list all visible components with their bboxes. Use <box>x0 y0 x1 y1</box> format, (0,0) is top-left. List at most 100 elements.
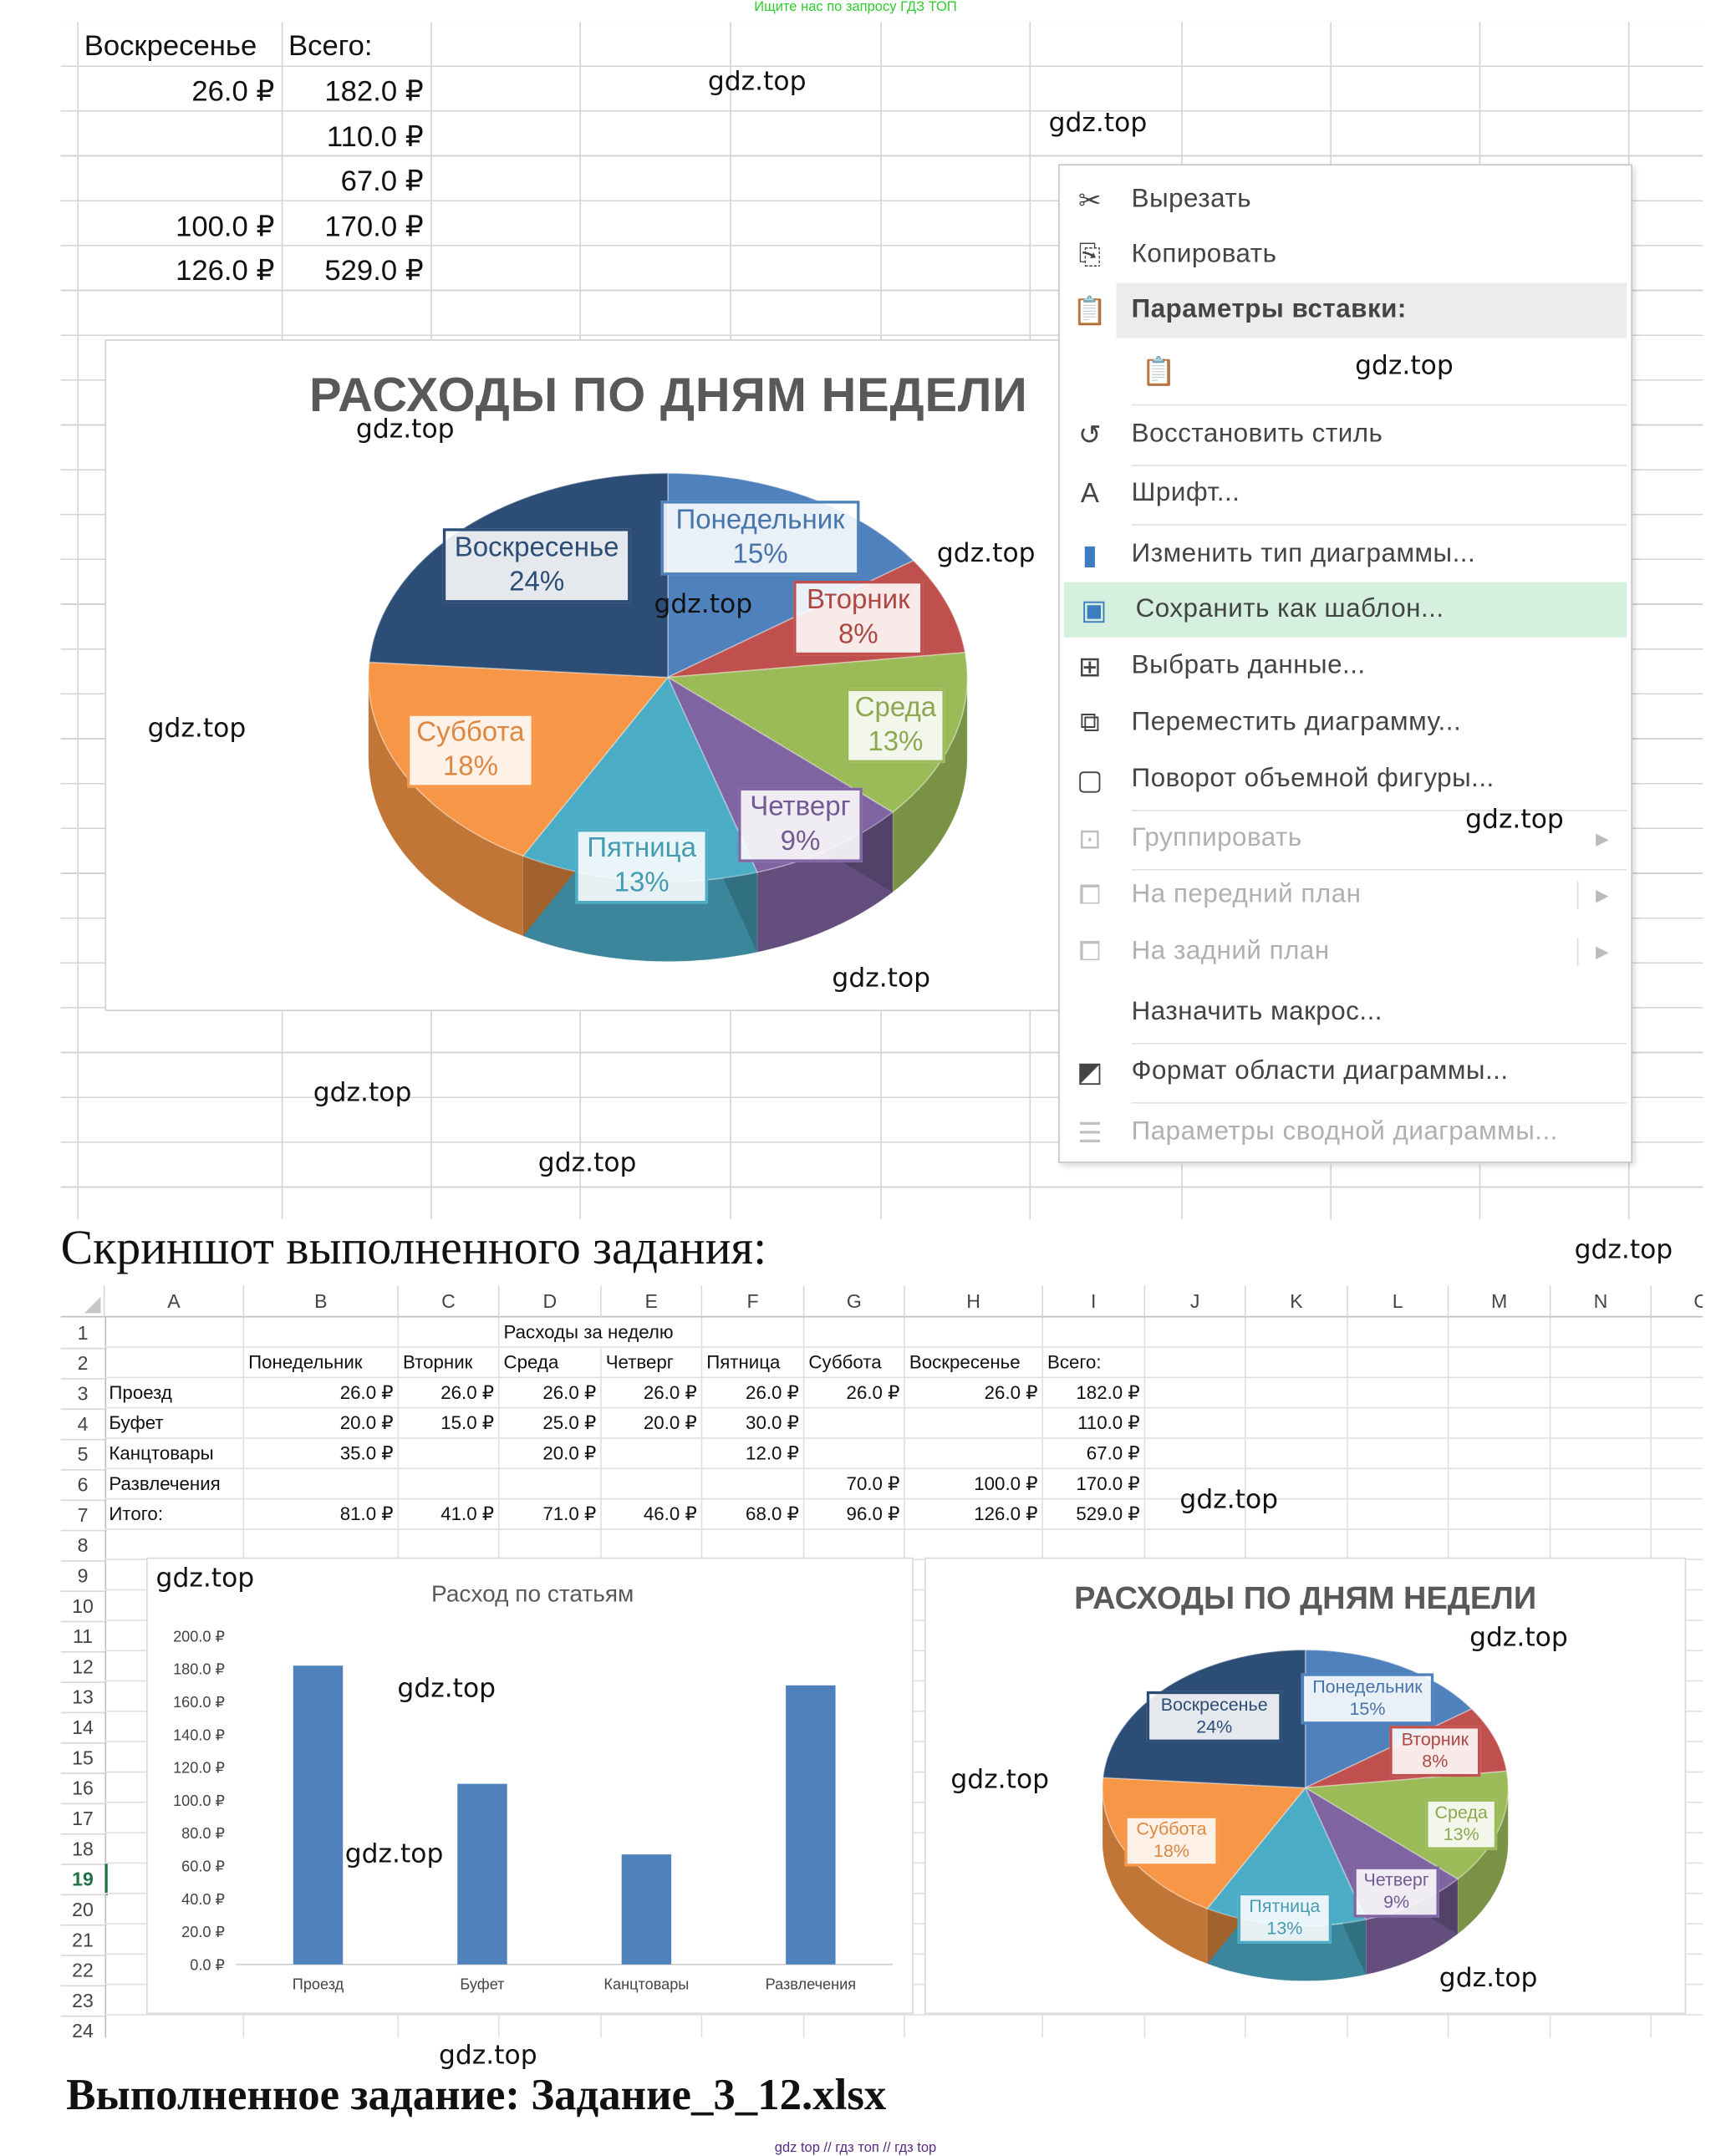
row-header-7[interactable]: 7 <box>60 1499 107 1532</box>
cell-value[interactable]: 26.0 ₽ <box>904 1378 1044 1409</box>
cell-value[interactable]: 26.0 ₽ <box>601 1378 703 1409</box>
cell-value[interactable]: 35.0 ₽ <box>244 1438 400 1470</box>
cell-value[interactable]: 67.0 ₽ <box>1043 1438 1146 1470</box>
row-header-17[interactable]: 17 <box>60 1803 107 1835</box>
cell-value[interactable]: 15.0 ₽ <box>399 1408 500 1439</box>
paste-option-keep-formatting[interactable]: 📋 <box>1060 338 1631 404</box>
data-label[interactable]: Понедельник 15% <box>1301 1673 1434 1724</box>
cell-value[interactable]: 81.0 ₽ <box>244 1499 400 1530</box>
row-header-4[interactable]: 4 <box>60 1408 107 1441</box>
cell[interactable] <box>1145 1408 1246 1439</box>
cell-header[interactable]: Понедельник <box>244 1347 400 1379</box>
cell[interactable] <box>1449 1347 1551 1379</box>
cell[interactable] <box>1245 1438 1348 1470</box>
cell-sunday[interactable]: 100.0 ₽ <box>176 210 275 242</box>
row-header-24[interactable]: 24 <box>61 2015 107 2038</box>
cell-category[interactable]: Буфет <box>104 1408 245 1439</box>
menu-item[interactable]: ✂ Вырезать <box>1060 172 1631 227</box>
cell-value[interactable] <box>499 1469 602 1500</box>
cell-value[interactable] <box>601 1438 703 1470</box>
cell[interactable] <box>244 1529 400 1561</box>
cell-value[interactable]: 46.0 ₽ <box>601 1499 703 1530</box>
cell-value[interactable]: 71.0 ₽ <box>499 1499 602 1530</box>
cell-value[interactable]: 30.0 ₽ <box>702 1408 805 1439</box>
cell[interactable] <box>702 1317 805 1348</box>
cell-value[interactable] <box>702 1469 805 1500</box>
cell[interactable] <box>1551 1499 1652 1530</box>
data-label[interactable]: Пятница 13% <box>575 829 708 904</box>
menu-item[interactable]: ⊞ Выбрать данные... <box>1060 638 1631 694</box>
row-header-13[interactable]: 13 <box>60 1681 107 1714</box>
cell[interactable] <box>1551 1469 1652 1500</box>
cell[interactable] <box>1347 1438 1449 1470</box>
cell-sunday[interactable]: 26.0 ₽ <box>191 75 275 108</box>
column-header-G[interactable]: G <box>804 1285 905 1318</box>
cell-value[interactable]: 26.0 ₽ <box>702 1378 805 1409</box>
menu-item[interactable]: ⎘ Копировать <box>1060 227 1631 282</box>
cell[interactable] <box>1245 1499 1348 1530</box>
cell[interactable] <box>104 1529 245 1561</box>
column-header-C[interactable]: C <box>399 1285 500 1318</box>
cell[interactable] <box>1449 1469 1551 1500</box>
row-header-6[interactable]: 6 <box>60 1469 107 1502</box>
cell[interactable] <box>499 1529 602 1561</box>
column-header-E[interactable]: E <box>601 1285 703 1318</box>
row-header-22[interactable]: 22 <box>60 1955 107 1987</box>
bar-1[interactable] <box>457 1783 507 1965</box>
cell[interactable] <box>1347 1408 1449 1439</box>
cell-header[interactable]: Воскресенье <box>904 1347 1044 1379</box>
data-label[interactable]: Понедельник 15% <box>660 501 860 576</box>
cell[interactable] <box>1652 1348 1703 1379</box>
cell-value[interactable] <box>904 1438 1044 1470</box>
cell[interactable] <box>601 1529 703 1561</box>
cell-header[interactable]: Суббота <box>804 1347 905 1379</box>
menu-item[interactable]: ↺ Восстановить стиль <box>1060 407 1631 462</box>
cell[interactable] <box>1652 1530 1703 1561</box>
menu-item[interactable]: ▢ Поворот объемной фигуры... <box>1060 752 1631 807</box>
cell[interactable] <box>1347 1499 1449 1530</box>
cell[interactable] <box>1245 1347 1348 1379</box>
cell-value[interactable]: 20.0 ₽ <box>601 1408 703 1439</box>
cell[interactable] <box>1043 1317 1146 1348</box>
menu-item[interactable]: ⧉ Переместить диаграмму... <box>1060 695 1631 750</box>
cell-total[interactable]: 110.0 ₽ <box>326 120 424 153</box>
cell[interactable] <box>1449 1408 1551 1439</box>
cell-header[interactable] <box>104 1347 245 1379</box>
column-header-H[interactable]: H <box>904 1285 1044 1318</box>
cell[interactable] <box>1551 1529 1652 1561</box>
cell[interactable] <box>904 1529 1044 1561</box>
cell-value[interactable] <box>399 1438 500 1470</box>
cell-value[interactable]: 529.0 ₽ <box>1043 1499 1146 1530</box>
cell-category[interactable]: Канцтовары <box>104 1438 245 1470</box>
menu-item[interactable]: Назначить макрос... <box>1060 985 1631 1040</box>
data-label[interactable]: Среда 13% <box>845 688 945 763</box>
cell-value[interactable]: 41.0 ₽ <box>399 1499 500 1530</box>
data-label[interactable]: Суббота 18% <box>1124 1815 1219 1866</box>
cell[interactable] <box>1245 1408 1348 1439</box>
row-header-3[interactable]: 3 <box>60 1378 107 1411</box>
cell[interactable] <box>1245 1529 1348 1561</box>
cell-header[interactable]: Вторник <box>399 1347 500 1379</box>
data-label[interactable]: Пятница 13% <box>1237 1892 1332 1944</box>
cell-value[interactable]: 170.0 ₽ <box>1043 1469 1146 1500</box>
cell[interactable] <box>1652 1439 1703 1470</box>
row-header-20[interactable]: 20 <box>60 1894 107 1926</box>
row-header-9[interactable]: 9 <box>60 1560 107 1593</box>
bar-chart[interactable]: Расход по статьям 0.0 ₽ 20.0 ₽ 40.0 ₽ 60.0 ₽… <box>145 1557 914 2015</box>
cell[interactable] <box>1245 1317 1348 1348</box>
cell[interactable] <box>1347 1378 1449 1409</box>
cell-value[interactable]: 96.0 ₽ <box>804 1499 905 1530</box>
cell-header[interactable]: Четверг <box>601 1347 703 1379</box>
cell-category[interactable]: Итого: <box>104 1499 245 1530</box>
column-header-M[interactable]: M <box>1449 1285 1551 1318</box>
cell[interactable] <box>1652 1499 1703 1530</box>
cell[interactable] <box>804 1317 905 1348</box>
cell-value[interactable] <box>804 1408 905 1439</box>
cell[interactable] <box>1551 1438 1652 1470</box>
cell[interactable] <box>1551 1317 1652 1348</box>
bar-0[interactable] <box>293 1665 344 1965</box>
data-label[interactable]: Среда 13% <box>1425 1798 1498 1849</box>
cell[interactable] <box>1347 1317 1449 1348</box>
row-header-8[interactable]: 8 <box>60 1529 107 1562</box>
cell[interactable] <box>1145 1378 1246 1409</box>
